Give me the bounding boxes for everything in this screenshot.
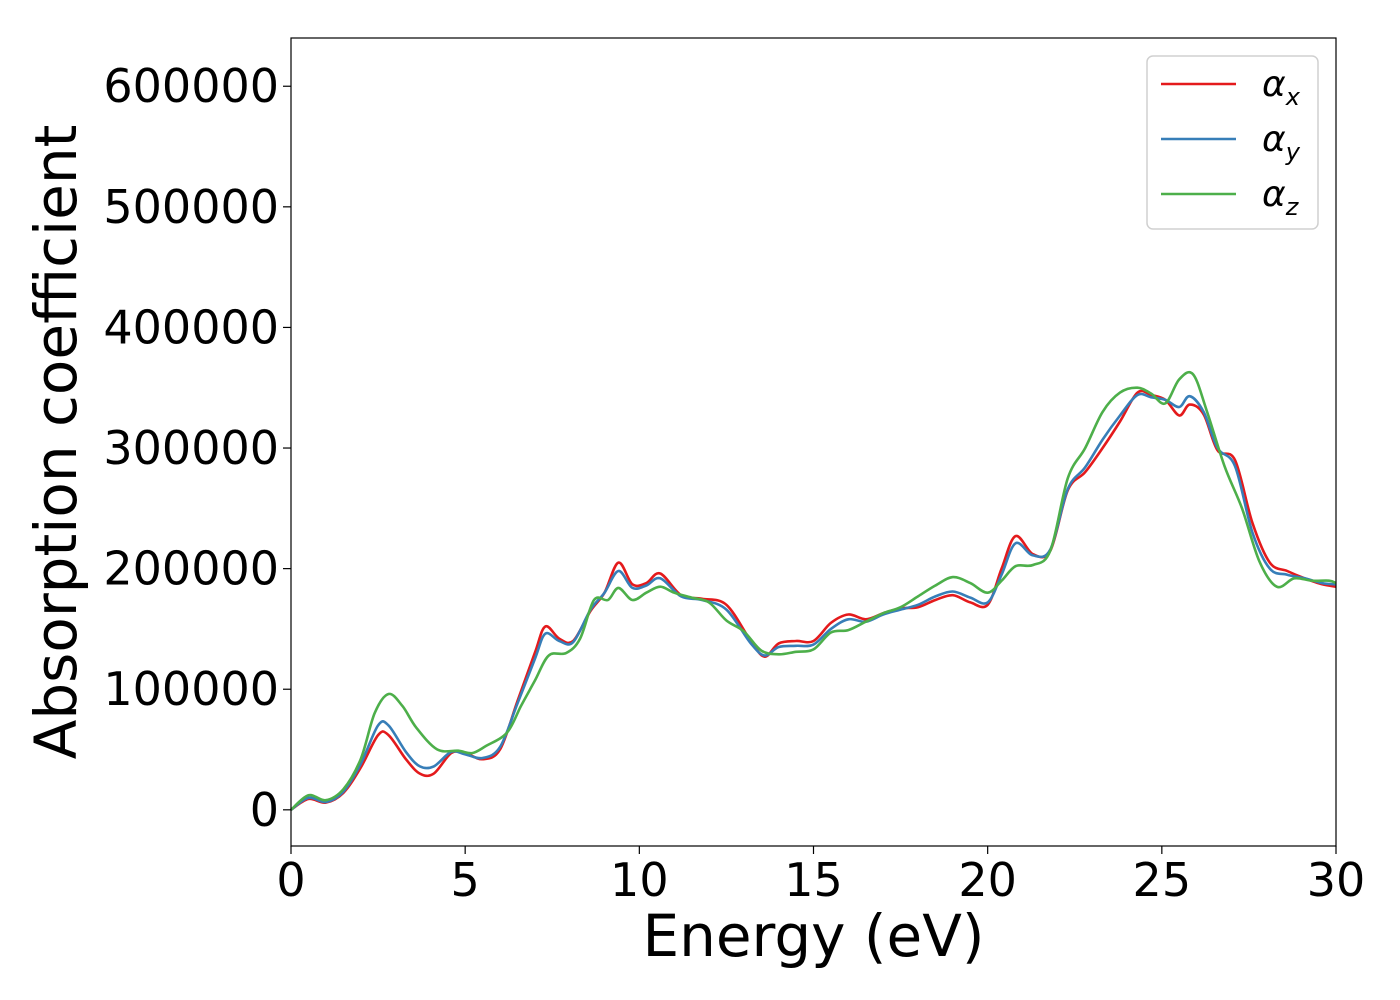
series-line-alpha-x <box>290 389 1337 811</box>
x-tick-label: 20 <box>958 853 1017 907</box>
legend-label-subscript: z <box>1285 193 1300 221</box>
x-tick-label: 10 <box>610 853 669 907</box>
x-tick-label: 30 <box>1307 853 1366 907</box>
y-tick-label: 300000 <box>103 421 279 475</box>
series-line-alpha-y <box>290 392 1337 811</box>
x-tick-label: 15 <box>784 853 843 907</box>
y-tick-label: 600000 <box>103 59 279 113</box>
x-tick-label: 0 <box>276 853 305 907</box>
legend-label-alpha-x: αx <box>1262 64 1301 111</box>
y-tick-label: 0 <box>250 783 279 837</box>
y-tick-label: 200000 <box>103 542 279 596</box>
legend-label-symbol: α <box>1262 174 1286 215</box>
legend-label-subscript: x <box>1285 83 1301 111</box>
y-axis-ticks: 0 100000 200000 300000 400000 500000 600000 <box>103 59 291 837</box>
x-tick-label: 5 <box>451 853 480 907</box>
legend-label-alpha-y: αy <box>1262 119 1301 166</box>
x-axis-title: Energy (eV) <box>642 902 984 970</box>
y-tick-label: 100000 <box>103 662 279 716</box>
legend-label-symbol: α <box>1262 119 1286 160</box>
x-tick-label: 25 <box>1133 853 1192 907</box>
y-axis-title: Absorption coefficient <box>22 125 90 760</box>
y-tick-label: 400000 <box>103 300 279 354</box>
y-tick-label: 500000 <box>103 180 279 234</box>
plot-frame <box>290 37 1337 847</box>
legend-label-symbol: α <box>1262 64 1286 105</box>
x-axis-ticks: 0 5 10 15 20 25 30 <box>276 846 1365 907</box>
series-line-alpha-z <box>290 370 1337 811</box>
series-layer <box>290 370 1337 811</box>
legend-label-subscript: y <box>1285 138 1301 166</box>
legend-box <box>1146 55 1319 230</box>
legend-label-alpha-z: αz <box>1262 174 1300 221</box>
